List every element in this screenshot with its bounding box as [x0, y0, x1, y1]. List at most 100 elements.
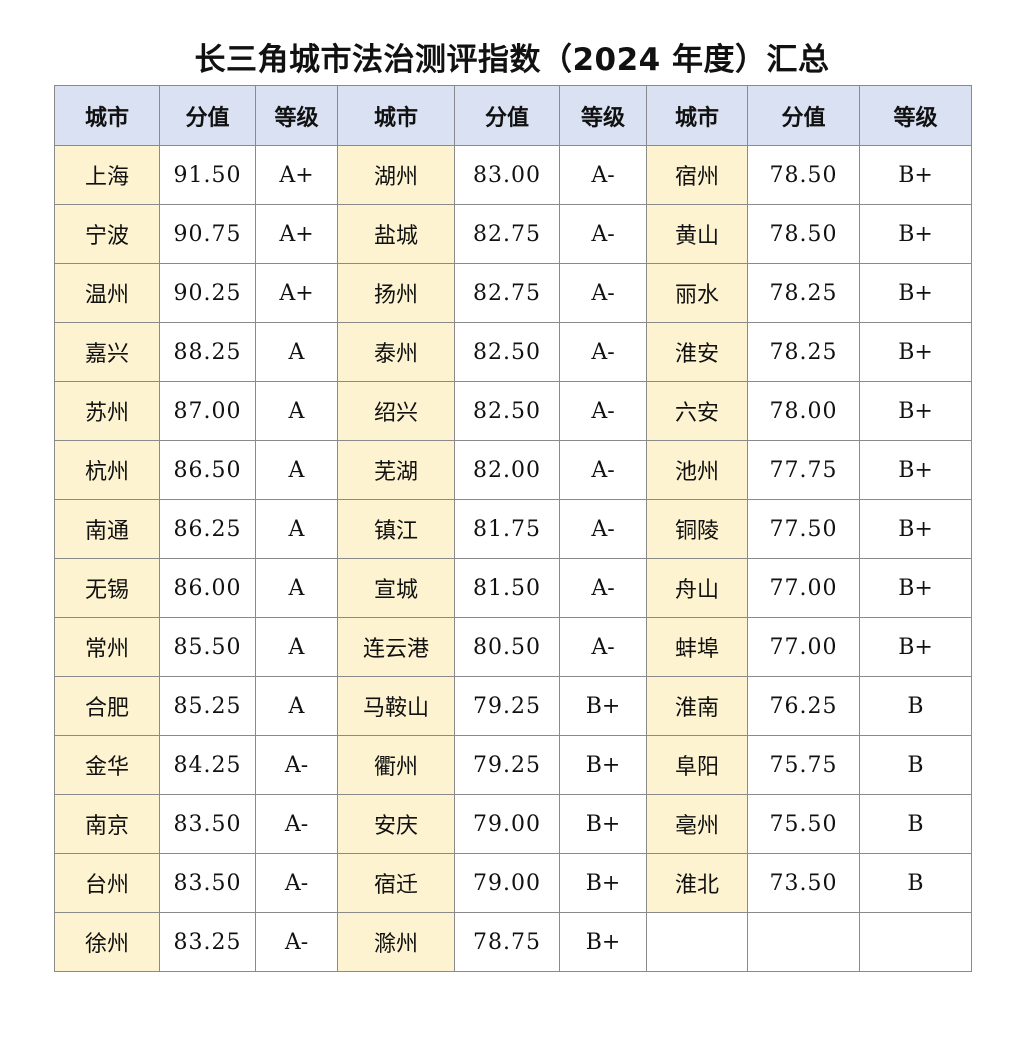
grade-cell: A — [255, 676, 338, 736]
score-cell: 90.75 — [159, 204, 256, 264]
empty-cell — [646, 912, 748, 972]
table-row: 宁波 90.75 A+ 盐城 82.75 A- 黄山 78.50 B+ — [54, 204, 972, 264]
city-cell: 上海 — [54, 145, 160, 205]
city-cell: 绍兴 — [337, 381, 455, 441]
grade-cell: A+ — [255, 263, 338, 323]
score-cell: 79.25 — [454, 676, 560, 736]
score-cell: 81.75 — [454, 499, 560, 559]
score-cell: 78.25 — [747, 263, 860, 323]
grade-cell: A — [255, 558, 338, 618]
table-row: 上海 91.50 A+ 湖州 83.00 A- 宿州 78.50 B+ — [54, 145, 972, 205]
grade-cell: A- — [559, 322, 647, 382]
grade-cell: B+ — [859, 322, 972, 382]
city-cell: 亳州 — [646, 794, 748, 854]
score-cell: 82.50 — [454, 322, 560, 382]
city-cell: 淮北 — [646, 853, 748, 913]
city-cell: 常州 — [54, 617, 160, 677]
city-cell: 阜阳 — [646, 735, 748, 795]
city-cell: 金华 — [54, 735, 160, 795]
empty-cell — [859, 912, 972, 972]
score-cell: 86.25 — [159, 499, 256, 559]
city-cell: 宣城 — [337, 558, 455, 618]
city-cell: 蚌埠 — [646, 617, 748, 677]
table-body: 上海 91.50 A+ 湖州 83.00 A- 宿州 78.50 B+ 宁波 90.75 A+ 盐城 82… — [54, 145, 972, 972]
grade-cell: A+ — [255, 145, 338, 205]
score-cell: 77.75 — [747, 440, 860, 500]
score-cell: 80.50 — [454, 617, 560, 677]
grade-cell: B+ — [859, 381, 972, 441]
grade-cell: B+ — [559, 853, 647, 913]
city-cell: 连云港 — [337, 617, 455, 677]
header-row: 城市 分值 等级 城市 分值 等级 城市 分值 等级 — [54, 85, 972, 146]
grade-cell: B — [859, 853, 972, 913]
table-row: 台州 83.50 A- 宿迁 79.00 B+ 淮北 73.50 B — [54, 853, 972, 913]
score-cell: 90.25 — [159, 263, 256, 323]
header-city: 城市 — [54, 85, 160, 146]
city-cell: 黄山 — [646, 204, 748, 264]
table-row: 杭州 86.50 A 芜湖 82.00 A- 池州 77.75 B+ — [54, 440, 972, 500]
score-cell: 78.25 — [747, 322, 860, 382]
ranking-table: 城市 分值 等级 城市 分值 等级 城市 分值 等级 上海 91.50 A+ 湖州 83… — [54, 85, 972, 972]
header-grade: 等级 — [859, 85, 972, 146]
grade-cell: A- — [255, 794, 338, 854]
score-cell: 83.00 — [454, 145, 560, 205]
grade-cell: A- — [559, 617, 647, 677]
grade-cell: A+ — [255, 204, 338, 264]
score-cell: 77.50 — [747, 499, 860, 559]
grade-cell: A- — [559, 204, 647, 264]
score-cell: 76.25 — [747, 676, 860, 736]
city-cell: 南通 — [54, 499, 160, 559]
score-cell: 82.00 — [454, 440, 560, 500]
city-cell: 宁波 — [54, 204, 160, 264]
grade-cell: B+ — [559, 676, 647, 736]
header-city: 城市 — [337, 85, 455, 146]
score-cell: 79.25 — [454, 735, 560, 795]
grade-cell: A- — [559, 145, 647, 205]
grade-cell: A — [255, 381, 338, 441]
city-cell: 淮安 — [646, 322, 748, 382]
city-cell: 泰州 — [337, 322, 455, 382]
grade-cell: A- — [559, 499, 647, 559]
score-cell: 75.50 — [747, 794, 860, 854]
header-score: 分值 — [159, 85, 256, 146]
city-cell: 南京 — [54, 794, 160, 854]
table-row: 合肥 85.25 A 马鞍山 79.25 B+ 淮南 76.25 B — [54, 676, 972, 736]
table-row: 嘉兴 88.25 A 泰州 82.50 A- 淮安 78.25 B+ — [54, 322, 972, 382]
city-cell: 滁州 — [337, 912, 455, 972]
score-cell: 81.50 — [454, 558, 560, 618]
city-cell: 淮南 — [646, 676, 748, 736]
grade-cell: B+ — [859, 263, 972, 323]
grade-cell: B+ — [859, 499, 972, 559]
grade-cell: A- — [559, 263, 647, 323]
city-cell: 宿州 — [646, 145, 748, 205]
city-cell: 芜湖 — [337, 440, 455, 500]
city-cell: 马鞍山 — [337, 676, 455, 736]
score-cell: 82.75 — [454, 204, 560, 264]
city-cell: 湖州 — [337, 145, 455, 205]
header-grade: 等级 — [255, 85, 338, 146]
grade-cell: A- — [255, 735, 338, 795]
score-cell: 83.50 — [159, 853, 256, 913]
score-cell: 85.50 — [159, 617, 256, 677]
city-cell: 六安 — [646, 381, 748, 441]
city-cell: 台州 — [54, 853, 160, 913]
score-cell: 77.00 — [747, 558, 860, 618]
score-cell: 78.50 — [747, 204, 860, 264]
grade-cell: A — [255, 322, 338, 382]
score-cell: 87.00 — [159, 381, 256, 441]
score-cell: 73.50 — [747, 853, 860, 913]
table-row: 金华 84.25 A- 衢州 79.25 B+ 阜阳 75.75 B — [54, 735, 972, 795]
grade-cell: A- — [255, 853, 338, 913]
score-cell: 75.75 — [747, 735, 860, 795]
city-cell: 宿迁 — [337, 853, 455, 913]
score-cell: 88.25 — [159, 322, 256, 382]
city-cell: 丽水 — [646, 263, 748, 323]
grade-cell: A- — [255, 912, 338, 972]
grade-cell: A — [255, 617, 338, 677]
grade-cell: B+ — [859, 558, 972, 618]
grade-cell: A- — [559, 381, 647, 441]
score-cell: 82.50 — [454, 381, 560, 441]
grade-cell: B+ — [859, 617, 972, 677]
table-row: 苏州 87.00 A 绍兴 82.50 A- 六安 78.00 B+ — [54, 381, 972, 441]
grade-cell: B — [859, 735, 972, 795]
